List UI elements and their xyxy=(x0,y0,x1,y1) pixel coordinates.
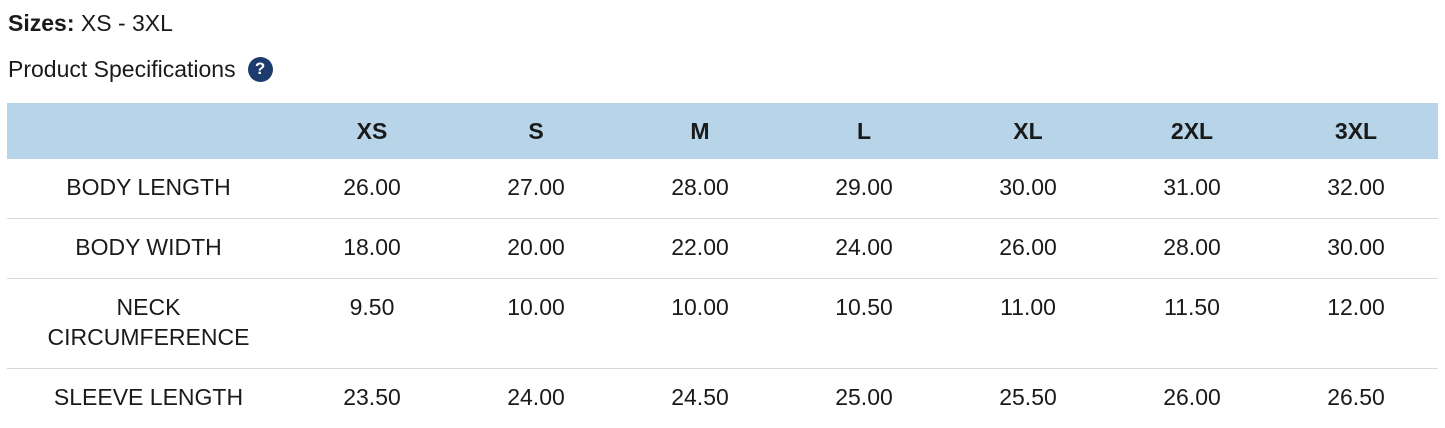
header-cell-size: 2XL xyxy=(1110,103,1274,160)
spec-value: 10.50 xyxy=(835,293,893,320)
spec-value: 25.00 xyxy=(835,383,893,410)
row-label: BODY LENGTH xyxy=(66,174,231,201)
spec-value: 25.50 xyxy=(999,383,1057,410)
row-label: BODY WIDTH xyxy=(75,234,222,261)
spec-value: 12.00 xyxy=(1327,293,1385,320)
spec-value: 10.00 xyxy=(507,293,565,320)
spec-value: 29.00 xyxy=(835,174,893,201)
spec-value: 31.00 xyxy=(1163,174,1221,201)
spec-value: 30.00 xyxy=(1327,234,1385,261)
spec-value: 32.00 xyxy=(1327,174,1385,201)
section-title: Product Specifications xyxy=(8,55,236,82)
row-label: SLEEVE LENGTH xyxy=(53,383,244,410)
spec-value: 11.00 xyxy=(1000,293,1056,320)
header-cell-empty xyxy=(7,103,290,160)
spec-value: 10.00 xyxy=(671,293,729,320)
table-row: SLEEVE LENGTH 23.50 24.00 24.50 25.00 25… xyxy=(7,368,1438,427)
table-row: BODY WIDTH 18.00 20.00 22.00 24.00 26.00… xyxy=(7,218,1438,279)
header-cell-size: XL xyxy=(946,103,1110,160)
spec-value: 28.00 xyxy=(671,174,729,201)
header-cell-size: 3XL xyxy=(1274,103,1438,160)
spec-value: 24.00 xyxy=(835,234,893,261)
table-row: BODY LENGTH 26.00 27.00 28.00 29.00 30.0… xyxy=(7,159,1438,218)
spec-value: 26.00 xyxy=(1163,383,1221,410)
header-cell-size: S xyxy=(454,103,618,160)
spec-value: 27.00 xyxy=(507,174,565,201)
table-row: NECK CIRCUMFERENCE 9.50 10.00 10.00 10.5… xyxy=(7,278,1438,368)
section-heading: Product Specifications ? xyxy=(8,56,1438,84)
sizes-value: XS - 3XL xyxy=(80,10,173,36)
spec-value: 26.50 xyxy=(1327,383,1385,410)
spec-value: 23.50 xyxy=(343,383,401,410)
sizes-label: Sizes: xyxy=(8,10,75,36)
spec-value: 18.00 xyxy=(343,234,401,261)
spec-value: 24.50 xyxy=(671,383,729,410)
spec-value: 28.00 xyxy=(1163,234,1221,261)
spec-table-header-row: XS S M L XL 2XL 3XL xyxy=(7,103,1438,160)
spec-value: 22.00 xyxy=(671,234,729,261)
spec-value: 24.00 xyxy=(507,383,565,410)
help-icon[interactable]: ? xyxy=(247,56,273,82)
header-cell-size: M xyxy=(618,103,782,160)
spec-value: 9.50 xyxy=(349,293,395,320)
header-cell-size: L xyxy=(782,103,946,160)
spec-value: 20.00 xyxy=(507,234,565,261)
spec-value: 30.00 xyxy=(999,174,1057,201)
row-label: NECK CIRCUMFERENCE xyxy=(47,293,250,350)
sizes-line: Sizes: XS - 3XL xyxy=(8,10,1438,38)
spec-value: 26.00 xyxy=(343,174,401,201)
spec-value: 11.50 xyxy=(1164,293,1220,320)
spec-value: 26.00 xyxy=(999,234,1057,261)
spec-table: XS S M L XL 2XL 3XL BODY LENGTH 26.00 27… xyxy=(7,103,1438,427)
header-cell-size: XS xyxy=(290,103,454,160)
